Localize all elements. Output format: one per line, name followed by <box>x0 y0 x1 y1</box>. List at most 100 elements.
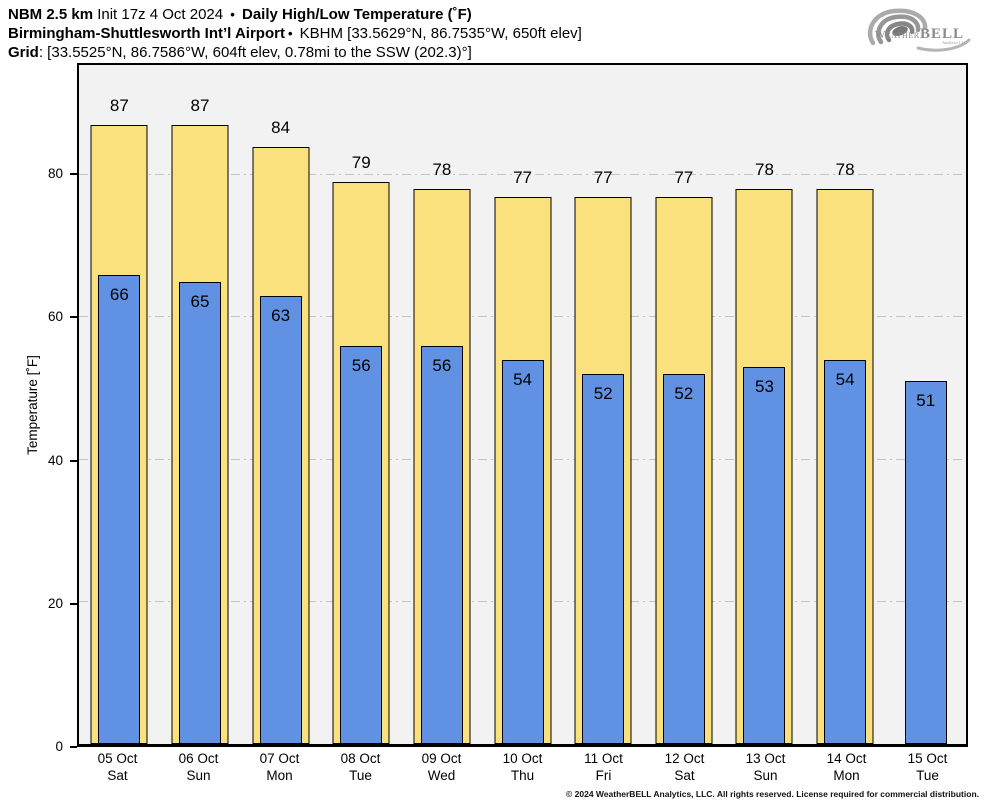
x-tick: 06 Oct Sun <box>158 750 239 784</box>
bar-high-label: 78 <box>432 160 452 180</box>
bar-high-label: 77 <box>674 167 694 187</box>
bar-column-11-oct: 77 52 <box>563 65 644 744</box>
bar-column-15-oct: 51 <box>885 65 966 744</box>
chart-header: NBM 2.5 km Init 17z 4 Oct 2024 • Daily H… <box>8 5 582 62</box>
bullet-separator: • <box>287 26 293 41</box>
bar-column-10-oct: 77 54 <box>482 65 563 744</box>
bar-low <box>178 281 221 744</box>
x-tick-date: 14 Oct <box>826 751 867 766</box>
bar-low-label: 52 <box>593 384 613 404</box>
grid-details: : [33.5525°N, 86.7586°W, 604ft elev, 0.7… <box>38 44 472 61</box>
logo-subtitle: Analytics LLC <box>942 40 967 45</box>
bar-low-label: 52 <box>674 384 694 404</box>
bar-low-label: 56 <box>432 355 452 375</box>
bar-high-label: 77 <box>513 167 532 187</box>
model-name: NBM 2.5 km <box>8 6 94 23</box>
station-details: KBHM [33.5629°N, 86.7535°W, 650ft elev] <box>295 25 582 42</box>
x-tick-day: Mon <box>833 768 860 783</box>
bar-columns: 87 66 87 65 84 63 79 56 78 56 77 54 77 52 77 52 78 53 78 54… <box>79 65 966 744</box>
x-tick-date: 06 Oct <box>178 751 219 766</box>
bar-low <box>501 360 544 744</box>
y-tick-mark <box>70 459 77 462</box>
x-tick-date: 10 Oct <box>502 751 543 766</box>
x-tick-day: Tue <box>916 768 939 783</box>
bar-low <box>824 360 867 744</box>
x-tick: 08 Oct Tue <box>320 750 401 784</box>
header-line-1: NBM 2.5 km Init 17z 4 Oct 2024 • Daily H… <box>8 5 582 24</box>
x-tick-date: 13 Oct <box>745 751 786 766</box>
bar-high-label: 77 <box>593 167 613 187</box>
bar-low <box>743 367 786 744</box>
x-tick: 12 Oct Sat <box>644 750 725 784</box>
x-tick: 11 Oct Fri <box>563 750 644 784</box>
bar-low-label: 56 <box>351 355 371 375</box>
bar-low-label: 66 <box>109 284 129 304</box>
y-tick-label: 20 <box>47 595 63 611</box>
x-tick-date: 11 Oct <box>584 751 623 766</box>
x-tick-day: Thu <box>510 768 535 783</box>
bar-low-label: 51 <box>916 391 936 411</box>
bar-column-06-oct: 87 65 <box>160 65 241 744</box>
x-tick: 05 Oct Sat <box>77 750 158 784</box>
weatherbell-logo: Weather BELL Analytics LLC <box>867 8 971 52</box>
y-tick-label: 80 <box>47 166 63 182</box>
x-tick-date: 07 Oct <box>259 751 300 766</box>
x-tick-date: 15 Oct <box>907 751 948 766</box>
chart-title: Daily High/Low Temperature (˚F) <box>237 6 472 23</box>
init-time: Init 17z 4 Oct 2024 <box>93 6 228 23</box>
bar-high-label: 78 <box>754 160 774 180</box>
bar-high-label: 84 <box>271 117 291 137</box>
logo-word-bell: BELL <box>920 26 964 42</box>
plot-area: 87 66 87 65 84 63 79 56 78 56 77 54 77 52 77 52 78 53 78 54… <box>77 63 968 747</box>
bullet-separator: • <box>230 7 235 22</box>
y-tick-mark <box>70 602 77 605</box>
bar-low <box>420 345 463 744</box>
swirl-center <box>892 26 908 36</box>
y-tick-label: 60 <box>47 309 63 325</box>
y-tick-mark <box>70 316 77 319</box>
x-tick-day: Sat <box>674 768 695 783</box>
bar-column-07-oct: 84 63 <box>240 65 321 744</box>
grid-label: Grid <box>8 44 39 61</box>
bar-low <box>340 345 383 744</box>
station-name: Birmingham-Shuttlesworth Int’l Airport <box>8 25 285 42</box>
x-tick-date: 12 Oct <box>664 751 705 766</box>
bar-low <box>904 381 947 744</box>
bar-high-label: 79 <box>351 153 371 173</box>
plot-inner: 87 66 87 65 84 63 79 56 78 56 77 54 77 52 77 52 78 53 78 54… <box>79 65 966 744</box>
x-tick-day: Fri <box>595 768 612 783</box>
x-tick: 10 Oct Thu <box>482 750 563 784</box>
bar-low-label: 54 <box>835 370 855 390</box>
header-line-3: Grid: [33.5525°N, 86.7586°W, 604ft elev,… <box>8 43 582 62</box>
y-axis-title: Temperature [˚F] <box>25 355 40 455</box>
bar-low <box>662 374 705 744</box>
bar-high-label: 78 <box>835 160 855 180</box>
x-tick-day: Sat <box>107 768 128 783</box>
x-axis-labels: 05 Oct Sat 06 Oct Sun 07 Oct Mon 08 Oct Tue 09 O… <box>77 750 968 784</box>
y-tick-label: 0 <box>55 739 63 754</box>
copyright-notice: © 2024 WeatherBELL Analytics, LLC. All r… <box>566 789 979 799</box>
bar-low <box>259 296 302 744</box>
x-tick-day: Wed <box>427 768 456 783</box>
bar-column-14-oct: 78 54 <box>805 65 886 744</box>
gridline-80 <box>79 174 966 176</box>
bar-low-label: 65 <box>190 291 210 311</box>
x-tick-date: 09 Oct <box>421 751 462 766</box>
logo-word-weather: Weather <box>875 29 920 41</box>
header-line-2: Birmingham-Shuttlesworth Int’l Airport • … <box>8 24 582 43</box>
y-tick-mark <box>70 746 77 748</box>
y-axis: 0 20 40 60 80 <box>0 63 77 754</box>
y-tick-mark <box>70 173 77 176</box>
bar-column-12-oct: 77 52 <box>643 65 724 744</box>
x-tick: 15 Oct Tue <box>887 750 968 784</box>
bar-low <box>98 274 141 744</box>
x-tick: 07 Oct Mon <box>239 750 320 784</box>
x-tick-date: 08 Oct <box>340 751 381 766</box>
bar-low-label: 54 <box>513 370 532 390</box>
hurricane-swirl-icon <box>867 8 971 52</box>
x-tick-day: Mon <box>266 768 293 783</box>
bar-low-label: 53 <box>754 377 774 397</box>
bar-column-09-oct: 78 56 <box>402 65 483 744</box>
x-tick-day: Sun <box>753 768 778 783</box>
